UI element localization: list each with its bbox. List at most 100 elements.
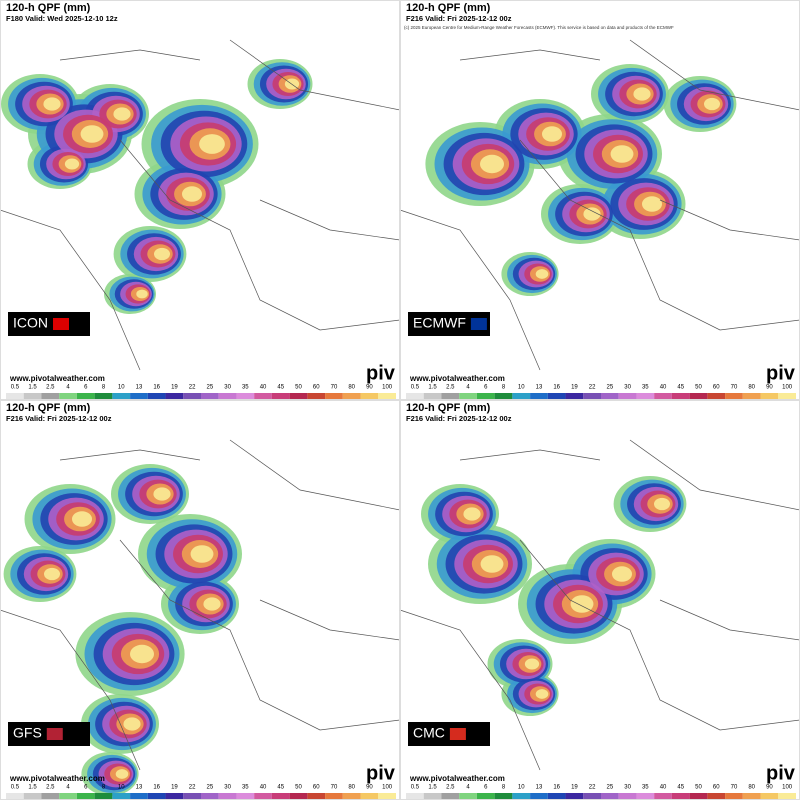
precip [524, 658, 540, 670]
colorbar-swatch [565, 793, 584, 799]
border-line [0, 209, 141, 371]
precip [480, 555, 504, 573]
colorbar-swatch [271, 793, 290, 799]
colorbar-label: 16 [553, 385, 560, 391]
colorbar-swatch [236, 793, 255, 799]
colorbar-label: 45 [677, 785, 684, 791]
colorbar-label: 10 [118, 385, 125, 391]
colorbar-swatch [360, 393, 379, 399]
colorbar-label: 30 [224, 385, 231, 391]
colorbar-swatch [671, 393, 690, 399]
colorbar-label: 19 [171, 785, 178, 791]
colorbar-swatch [342, 393, 361, 399]
colorbar-label: 80 [748, 385, 755, 391]
precip [43, 567, 61, 581]
colorbar-swatch [742, 793, 761, 799]
colorbar-label: 1.5 [28, 385, 37, 391]
border-line [259, 199, 401, 241]
colorbar-label: 80 [748, 785, 755, 791]
colorbar-label: 70 [331, 785, 338, 791]
colorbar-swatch [254, 793, 272, 799]
colorbar-swatch [636, 793, 655, 799]
colorbar-swatch [289, 393, 308, 399]
colorbar-swatch [183, 793, 201, 799]
colorbar-swatch [707, 393, 726, 399]
model-label: GFS [13, 725, 42, 741]
colorbar-swatch [130, 793, 148, 799]
map [0, 24, 401, 376]
colorbar-swatch [565, 393, 584, 399]
colorbar-label: 16 [553, 785, 560, 791]
colorbar-label: 60 [313, 785, 320, 791]
colorbar-label: 40 [260, 785, 267, 791]
flag [470, 318, 487, 330]
colorbar-label: 50 [695, 785, 702, 791]
panel-title: 120-h QPF (mm) [6, 2, 91, 14]
colorbar-swatch [6, 393, 24, 399]
colorbar-label: 4 [466, 385, 470, 391]
precip [535, 689, 549, 699]
border-line [399, 209, 541, 371]
map [0, 424, 401, 796]
colorbar-swatch [601, 793, 619, 799]
colorbar-label: 0.5 [411, 385, 420, 391]
precip [153, 247, 171, 261]
precip [123, 717, 141, 731]
panel-border [0, 0, 400, 400]
border-line [629, 439, 800, 511]
colorbar-label: 30 [624, 385, 631, 391]
colorbar-label: 22 [189, 385, 196, 391]
model-label-box [8, 312, 90, 336]
colorbar-label: 100 [782, 385, 793, 391]
colorbar-swatch [494, 393, 513, 399]
border-line [519, 539, 800, 731]
colorbar-label: 0.5 [411, 785, 420, 791]
precip [64, 158, 80, 170]
precip [583, 207, 601, 221]
colorbar-label: 13 [136, 385, 143, 391]
colorbar-label: 60 [713, 385, 720, 391]
flag [449, 728, 466, 740]
precip [203, 597, 221, 611]
colorbar-label: 22 [189, 785, 196, 791]
colorbar-swatch [307, 393, 326, 399]
logo: piv [366, 362, 396, 384]
colorbar-label: 35 [642, 785, 649, 791]
colorbar-swatch [130, 393, 148, 399]
colorbar-label: 19 [171, 385, 178, 391]
colorbar-label: 35 [242, 785, 249, 791]
colorbar-swatch [618, 393, 637, 399]
colorbar-label: 90 [366, 785, 373, 791]
panel-title: 120-h QPF (mm) [406, 2, 491, 14]
colorbar-swatch [423, 393, 442, 399]
panel: 120-h QPF (mm)F216 Valid: Fri 2025-12-12… [399, 400, 800, 800]
precip [653, 497, 671, 511]
colorbar-swatch [423, 793, 442, 799]
website: www.pivotalweather.com [409, 374, 505, 383]
colorbar-swatch [201, 393, 219, 399]
colorbar-swatch [76, 793, 95, 799]
colorbar-swatch [112, 393, 131, 399]
colorbar-swatch [671, 793, 690, 799]
colorbar-swatch [441, 393, 460, 399]
colorbar-swatch [494, 793, 513, 799]
flag [46, 728, 63, 740]
precip [479, 154, 505, 174]
colorbar-label: 22 [589, 385, 596, 391]
border-line [519, 139, 800, 331]
colorbar-label: 13 [536, 385, 543, 391]
colorbar-label: 13 [136, 785, 143, 791]
map [399, 24, 800, 376]
precip [610, 145, 634, 163]
colorbar-label: 10 [518, 785, 525, 791]
colorbar-label: 30 [624, 785, 631, 791]
precip [113, 107, 131, 121]
colorbar-swatch [530, 793, 548, 799]
colorbar-label: 4 [466, 785, 470, 791]
colorbar-swatch [778, 793, 796, 799]
precip [153, 487, 171, 501]
colorbar-swatch [725, 393, 743, 399]
colorbar-swatch [707, 793, 726, 799]
precip [633, 87, 651, 101]
colorbar-swatch [459, 393, 477, 399]
